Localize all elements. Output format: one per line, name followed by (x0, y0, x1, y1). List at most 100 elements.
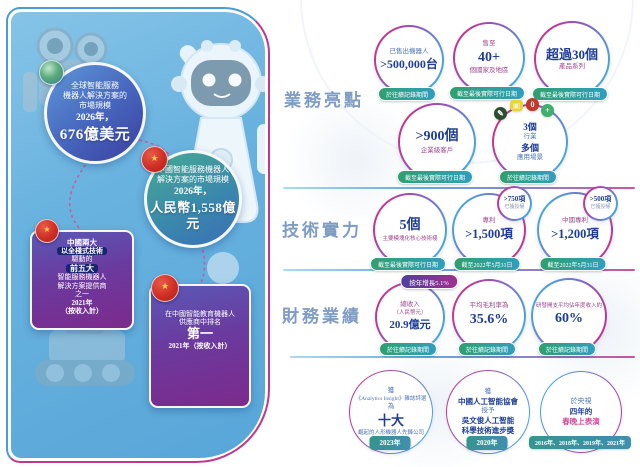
rnd-expense-label: 研發開支平均佔年度收入約 (535, 302, 602, 309)
award-name: 吳文俊人工智能 (461, 415, 515, 425)
market-label: 解決方案的市場規模 (157, 175, 229, 185)
section-title-tech: 技術實力 (282, 221, 362, 240)
rank-text: 供應商中排名 (179, 318, 221, 327)
scenarios-value: 多個 (520, 143, 539, 153)
countries-label: 個國家及地區 (469, 67, 509, 75)
award-name: 科學技術進步獎 (461, 425, 515, 435)
award-text: 獲 (484, 388, 492, 396)
rnd-expense-circle: 研發開支平均佔年度收入約 60% (531, 278, 607, 354)
gala-text: 四年的 (569, 406, 593, 416)
period-badge: 截至最後實際可行日期 (369, 257, 447, 271)
patents-circle: 專利 >1,500項 (452, 193, 526, 267)
left-highlight-panel: 全球智能服務 機器人解決方案的 市場規模 2026年， 676億美元 中國智能服… (6, 7, 270, 463)
countries-value: 40+ (478, 49, 500, 65)
gross-margin-value: 35.6% (469, 311, 509, 327)
tech-stacks-label: 主要模塊化核心技術棧 (382, 235, 438, 242)
period-badge: 於往績記錄期間 (378, 342, 438, 356)
period-badge: 截至最後實際可行日期 (396, 170, 474, 184)
market-label: 全球智能服務 (71, 81, 119, 91)
rnd-expense-value: 60% (555, 311, 583, 327)
industries-value: 3個 (523, 122, 537, 133)
revenue-value: 20.9億元 (389, 318, 431, 331)
award-org: 中國人工智能協會 (458, 396, 518, 406)
market-label: 市場規模 (79, 101, 111, 111)
education-board-icon: ✎ (494, 107, 507, 120)
period-badge: 截至2022年5月31日 (539, 257, 607, 271)
award-value: 十大 (377, 412, 404, 428)
year-badge: 2020年 (466, 436, 508, 450)
rank-year: 2021年 (71, 298, 93, 307)
scenarios-label: 應用場景 (517, 154, 543, 162)
countries-circle: 售至 40+ 個國家及地區 (453, 22, 525, 94)
enterprise-clients-circle: >900個 企業級客戶 (398, 103, 476, 181)
product-lines-label: 產品系列 (559, 63, 585, 71)
period-badge: 於往績記錄期間 (377, 87, 437, 101)
patents-granted-label: 已獲授權 (504, 204, 525, 210)
patents-label: 專利 (482, 217, 496, 225)
period-badge: 截至最後實際可行日期 (531, 87, 609, 101)
gross-margin-circle: 平均毛利率為 35.6% (452, 279, 526, 353)
period-badge: 截至2022年5月31日 (453, 257, 521, 271)
cn-patents-label: 中國專利 (562, 217, 588, 225)
patents-granted-value: >750項 (503, 195, 526, 204)
rank-note: （按收入計） (61, 306, 103, 315)
market-label: 機器人解決方案的 (63, 91, 127, 101)
period-badge: 於往績記錄期間 (498, 170, 558, 184)
china-flag-icon: ★ (141, 146, 168, 173)
highlight-pill: 以全棧式技術 (57, 247, 107, 256)
enterprise-clients-value: >900個 (415, 129, 459, 145)
robots-sold-circle: 已售出機器人 >500,000台 (374, 25, 444, 95)
tech-stacks-circle: 5個 主要模塊化核心技術棧 (373, 193, 447, 267)
period-badge: 截至最後實際可行日期 (448, 86, 526, 100)
rank-text: 驅動的 (71, 255, 93, 264)
china-flag-icon: ★ (35, 219, 59, 243)
left-panel-background: 全球智能服務 機器人解決方案的 市場規模 2026年， 676億美元 中國智能服… (11, 12, 265, 458)
industries-label: 行業 (523, 133, 537, 141)
globe-icon (39, 60, 64, 85)
top5-provider-box: 中國兩大 以全棧式技術 驅動的 前五大 智能服務機器人 解決方案提供商 之一 2… (30, 230, 134, 330)
year-badge: 2016年、2018年、2019年、2021年 (528, 436, 632, 449)
section-divider (290, 356, 635, 358)
market-year: 2026年， (173, 187, 212, 198)
award-text: 《Analytics Insight》雜誌評選 (355, 395, 427, 402)
cn-patents-granted-value: >500項 (589, 195, 612, 204)
award-text: 為 (387, 403, 395, 411)
countries-label-top: 售至 (482, 39, 496, 47)
yoy-growth-pill: 按年增長5.1% (400, 274, 458, 289)
gross-margin-label: 平均毛利率為 (469, 302, 509, 310)
rank1-education-box: 在中國智能教育機器人 供應商中排名 第一 2021年（按收入計） (149, 284, 251, 408)
revenue-circle: 總收入 （人民幣元） 20.9億元 (375, 282, 445, 352)
enterprise-clients-label: 企業級客戶 (420, 147, 454, 155)
period-badge: 於往績記錄期間 (537, 342, 597, 356)
rank-note: 2021年（按收入計） (168, 341, 232, 350)
cn-patents-value: >1,200項 (551, 226, 599, 241)
rank-text: 智能服務機器人 (57, 273, 107, 282)
robots-sold-value: >500,000台 (380, 57, 438, 72)
section-title-business: 業務亮點 (284, 91, 364, 110)
section-title-finance: 財務業績 (282, 307, 362, 326)
year-badge: 2023年 (369, 436, 411, 450)
revenue-unit: （人民幣元） (393, 310, 427, 317)
market-value: 人民幣1,558億元 (150, 200, 236, 232)
shield-zero-icon: 0 (526, 98, 539, 111)
award-text: 獲 (387, 387, 395, 395)
robots-sold-label: 已售出機器人 (389, 47, 429, 55)
period-badge: 於往績記錄期間 (457, 342, 517, 356)
market-year: 2026年， (75, 113, 114, 124)
patents-value: >1,500項 (465, 226, 513, 241)
rank-text: 在中國智能教育機器人 (165, 310, 235, 318)
cn-patents-granted-circle: >500項 已獲授權 (583, 186, 618, 221)
award-text: 崛起的人形機器人先鋒公司 (357, 429, 424, 436)
rank-text: 之一 (75, 290, 89, 299)
medical-cross-icon: + (541, 104, 554, 117)
revenue-label: 總收入 (400, 301, 420, 309)
industries-circle: 3個 行業 多個 應用場景 (492, 104, 568, 180)
highlight-pill: 前五大 (66, 263, 98, 274)
product-lines-circle: 超過30個 產品系列 (534, 21, 610, 97)
rank-text: 中國兩大 (67, 238, 97, 247)
cn-patents-granted-label: 已獲授權 (590, 204, 611, 210)
gala-text: 於央視 (570, 397, 592, 406)
rank-value: 第一 (186, 325, 213, 341)
china-flag-icon: ★ (151, 274, 179, 302)
